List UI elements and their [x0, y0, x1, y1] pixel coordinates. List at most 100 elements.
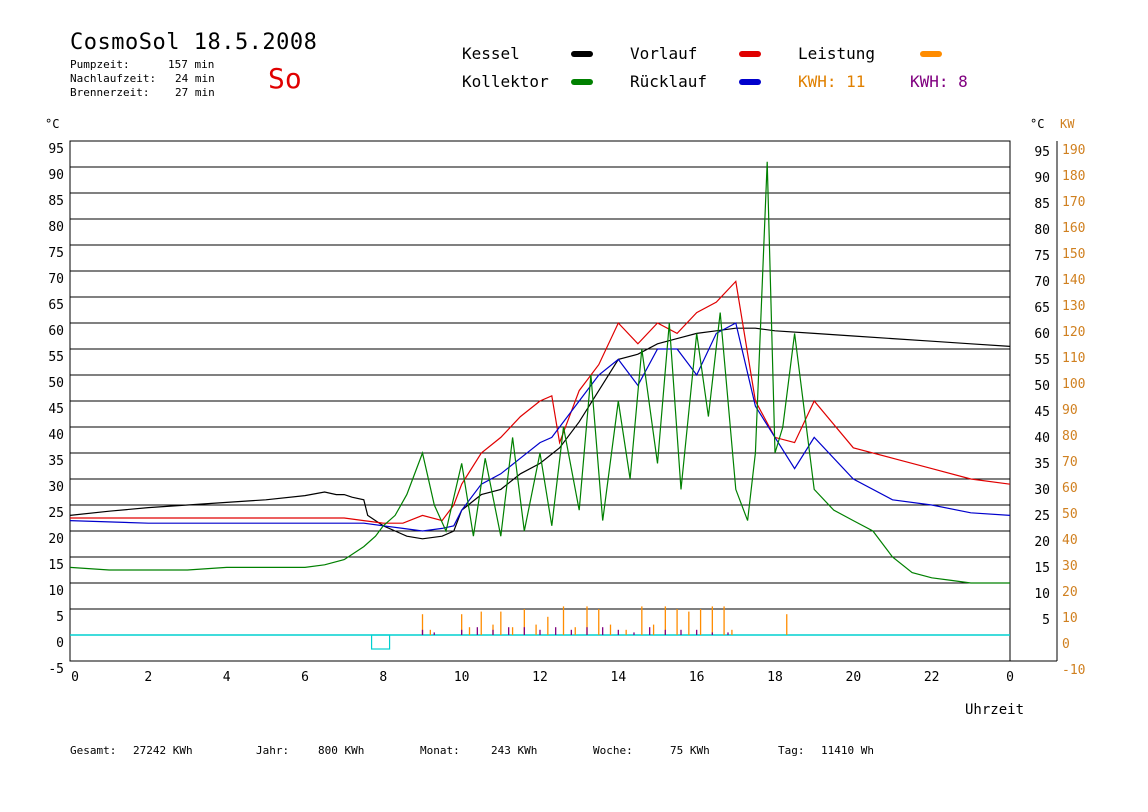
y-tick-label-left: 15 [48, 558, 64, 573]
y-tick-label-right-temp: 30 [1034, 483, 1050, 498]
legend-kessel-label: Kessel [462, 44, 520, 63]
y-tick-label-left: 70 [48, 272, 64, 287]
series-line-kollektor [69, 161, 1010, 584]
x-tick-label: 2 [144, 670, 152, 685]
y-tick-label-left: -5 [48, 662, 64, 677]
y-tick-label-left: 85 [48, 194, 64, 209]
legend-kollektor-label: Kollektor [462, 72, 549, 91]
y-tick-label-right-temp: 75 [1034, 249, 1050, 264]
burner-time-label: Brennerzeit: [70, 86, 150, 99]
series-line-kessel [69, 327, 1011, 540]
y-tick-label-right-power: -10 [1062, 663, 1085, 678]
y-tick-label-right-power: 160 [1062, 221, 1085, 236]
y-tick-label-left: 45 [48, 402, 64, 417]
footer-day-value: 11410 Wh [821, 744, 874, 757]
y-tick-label-left: 0 [56, 636, 64, 651]
y-tick-label-right-temp: 80 [1034, 223, 1050, 238]
burner-time-value: 27 min [175, 86, 215, 99]
legend-kwh-solar: KWH: 11 [798, 72, 866, 91]
x-tick-label: 0 [71, 670, 79, 685]
x-axis-label: Uhrzeit [965, 702, 1024, 718]
series-line-ruecklauf [69, 322, 1011, 532]
y-tick-label-right-power: 60 [1062, 481, 1078, 496]
y-tick-label-left: 5 [56, 610, 64, 625]
y-tick-label-left: 95 [48, 142, 64, 157]
y-unit-right-power: KW [1060, 117, 1075, 131]
footer-day-label: Tag: [778, 744, 805, 757]
y-tick-label-right-power: 80 [1062, 429, 1078, 444]
pump-time-value: 157 min [168, 58, 215, 71]
footer-month-label: Monat: [420, 744, 460, 757]
y-tick-label-right-power: 20 [1062, 585, 1078, 600]
y-tick-label-right-power: 120 [1062, 325, 1085, 340]
footer-year-label: Jahr: [256, 744, 290, 757]
legend-leistung-swatch [920, 51, 942, 57]
footer-month-value: 243 KWh [491, 744, 538, 757]
y-tick-label-left: 10 [48, 584, 64, 599]
y-tick-label-left: 30 [48, 480, 64, 495]
y-tick-label-right-temp: 35 [1034, 457, 1050, 472]
legend-ruecklauf-swatch [739, 79, 761, 85]
footer-week-value: 75 KWh [670, 744, 710, 757]
footer-total-label: Gesamt: [70, 744, 117, 757]
y-tick-label-left: 80 [48, 220, 64, 235]
after-run-time-label: Nachlaufzeit: [70, 72, 157, 85]
y-tick-label-right-temp: 50 [1034, 379, 1050, 394]
y-unit-left: °C [45, 117, 59, 131]
y-tick-label-left: 65 [48, 298, 64, 313]
x-tick-label: 6 [301, 670, 309, 685]
y-tick-label-right-temp: 20 [1034, 535, 1050, 550]
legend-kessel-swatch [571, 51, 593, 57]
y-tick-label-left: 75 [48, 246, 64, 261]
y-tick-label-right-power: 100 [1062, 377, 1085, 392]
y-tick-label-right-power: 30 [1062, 559, 1078, 574]
x-tick-label: 18 [767, 670, 783, 685]
y-tick-label-right-power: 190 [1062, 143, 1085, 158]
y-tick-label-right-power: 110 [1062, 351, 1085, 366]
y-tick-label-right-temp: 90 [1034, 171, 1050, 186]
y-tick-label-right-temp: 40 [1034, 431, 1050, 446]
y-tick-label-right-temp: 25 [1034, 509, 1050, 524]
y-tick-label-right-power: 50 [1062, 507, 1078, 522]
footer-year-value: 800 KWh [318, 744, 365, 757]
footer-week-label: Woche: [593, 744, 633, 757]
y-tick-label-right-power: 140 [1062, 273, 1085, 288]
y-tick-label-right-power: 40 [1062, 533, 1078, 548]
after-run-time-value: 24 min [175, 72, 215, 85]
y-tick-label-left: 90 [48, 168, 64, 183]
weekday-label: So [268, 62, 302, 95]
y-tick-label-left: 25 [48, 506, 64, 521]
x-tick-label: 10 [454, 670, 470, 685]
y-unit-right-temp: °C [1030, 117, 1044, 131]
x-tick-label: 12 [532, 670, 548, 685]
y-tick-label-right-temp: 10 [1034, 587, 1050, 602]
y-tick-label-left: 20 [48, 532, 64, 547]
legend-vorlauf-swatch [739, 51, 761, 57]
y-tick-label-right-power: 0 [1062, 637, 1070, 652]
x-tick-label: 20 [846, 670, 862, 685]
y-tick-label-right-temp: 60 [1034, 327, 1050, 342]
y-tick-label-right-temp: 55 [1034, 353, 1050, 368]
x-tick-label: 16 [689, 670, 705, 685]
footer-total-value: 27242 KWh [133, 744, 193, 757]
series-line-vorlauf [70, 280, 1011, 524]
legend-kollektor-swatch [571, 79, 593, 85]
x-tick-label: 8 [379, 670, 387, 685]
x-tick-label: 22 [924, 670, 940, 685]
y-tick-label-right-power: 180 [1062, 169, 1085, 184]
y-tick-label-right-temp: 45 [1034, 405, 1050, 420]
y-tick-label-right-power: 90 [1062, 403, 1078, 418]
y-tick-label-right-temp: 95 [1034, 145, 1050, 160]
y-tick-label-right-power: 10 [1062, 611, 1078, 626]
y-tick-label-left: 50 [48, 376, 64, 391]
y-tick-label-right-temp: 5 [1042, 613, 1050, 628]
y-tick-label-right-power: 70 [1062, 455, 1078, 470]
y-tick-label-right-temp: 70 [1034, 275, 1050, 290]
x-tick-label: 4 [223, 670, 231, 685]
pump-time-label: Pumpzeit: [70, 58, 130, 71]
legend-kwh-second: KWH: 8 [910, 72, 968, 91]
y-tick-label-left: 40 [48, 428, 64, 443]
x-tick-label: 0 [1006, 670, 1014, 685]
y-tick-label-right-temp: 85 [1034, 197, 1050, 212]
